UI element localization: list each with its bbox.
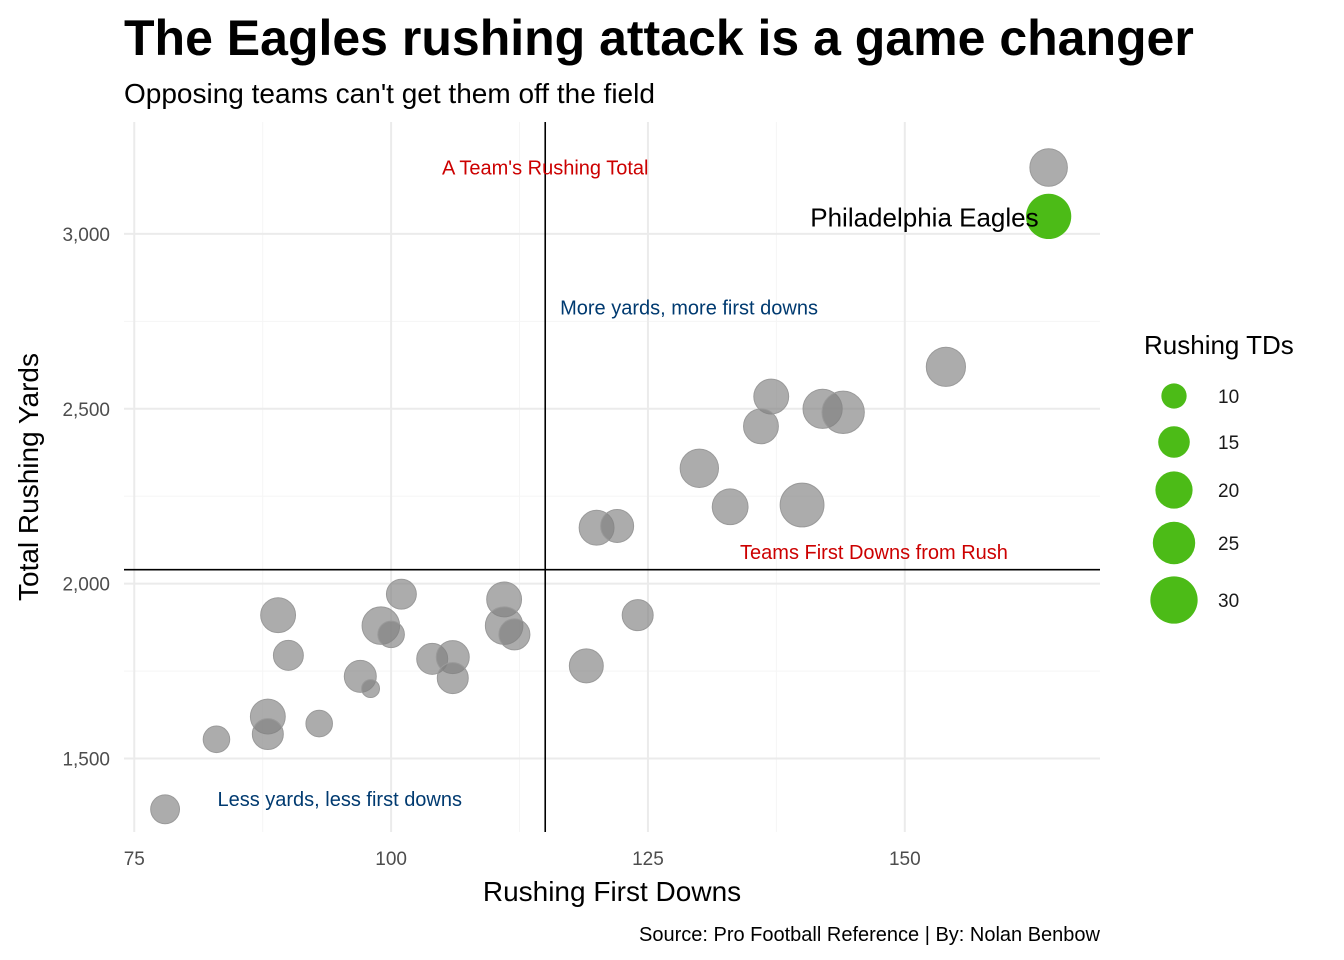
annotation-text: A Team's Rushing Total — [442, 157, 649, 179]
x-axis-ticks: 75 100 125 150 — [124, 849, 921, 870]
legend-key — [1150, 576, 1198, 624]
x-tick-label: 100 — [375, 849, 407, 870]
data-point — [568, 648, 604, 684]
data-points: Philadelphia Eagles — [150, 148, 1072, 825]
legend-label: 15 — [1218, 433, 1239, 454]
annotations: A Team's Rushing Total More yards, more f… — [217, 157, 1007, 810]
annotation-text: Less yards, less first downs — [217, 789, 462, 811]
data-point — [202, 725, 231, 754]
data-point — [377, 620, 405, 649]
data-point — [385, 578, 417, 610]
data-point — [305, 709, 333, 738]
size-legend: Rushing TDs 10 15 20 25 30 — [1144, 330, 1294, 624]
x-tick-label: 150 — [889, 849, 921, 870]
data-point — [498, 618, 531, 651]
data-point — [361, 679, 381, 699]
y-tick-label: 2,000 — [62, 575, 110, 596]
reference-lines — [124, 122, 1100, 832]
data-point — [679, 448, 720, 488]
data-point — [251, 718, 284, 751]
legend-key — [1152, 521, 1196, 565]
chart-subtitle: Opposing teams can't get them off the fi… — [124, 78, 655, 109]
data-point — [436, 662, 469, 695]
y-axis-title: Total Rushing Yards — [13, 353, 44, 601]
data-point — [821, 390, 865, 434]
x-tick-label: 125 — [632, 849, 664, 870]
legend-key — [1155, 471, 1193, 509]
chart-title: The Eagles rushing attack is a game chan… — [124, 10, 1194, 66]
x-axis-title: Rushing First Downs — [483, 876, 741, 907]
data-point — [260, 597, 297, 634]
data-point — [779, 482, 825, 528]
data-point — [1029, 148, 1068, 187]
x-tick-label: 75 — [124, 849, 145, 870]
data-point — [743, 408, 779, 445]
highlight-label: Philadelphia Eagles — [810, 202, 1038, 232]
y-tick-label: 3,000 — [62, 225, 110, 246]
data-point — [272, 639, 304, 671]
data-point — [711, 488, 749, 526]
data-point — [600, 508, 635, 543]
y-tick-label: 2,500 — [62, 400, 110, 421]
caption: Source: Pro Football Reference | By: Nol… — [639, 924, 1101, 946]
legend-title: Rushing TDs — [1144, 330, 1294, 360]
data-point — [925, 346, 966, 387]
grid-lines — [124, 122, 1100, 832]
y-tick-label: 1,500 — [62, 750, 110, 771]
legend-label: 30 — [1218, 591, 1239, 612]
legend-label: 25 — [1218, 534, 1239, 555]
legend-key — [1161, 383, 1187, 409]
data-point — [621, 599, 654, 632]
annotation-text: More yards, more first downs — [560, 297, 818, 319]
y-axis-ticks: 1,500 2,000 2,500 3,000 — [62, 225, 110, 771]
legend-label: 10 — [1218, 387, 1239, 408]
legend-key — [1158, 426, 1190, 458]
legend-label: 20 — [1218, 481, 1239, 502]
data-point — [150, 794, 181, 825]
annotation-text: Teams First Downs from Rush — [740, 542, 1008, 564]
highlight-point — [1026, 193, 1072, 240]
